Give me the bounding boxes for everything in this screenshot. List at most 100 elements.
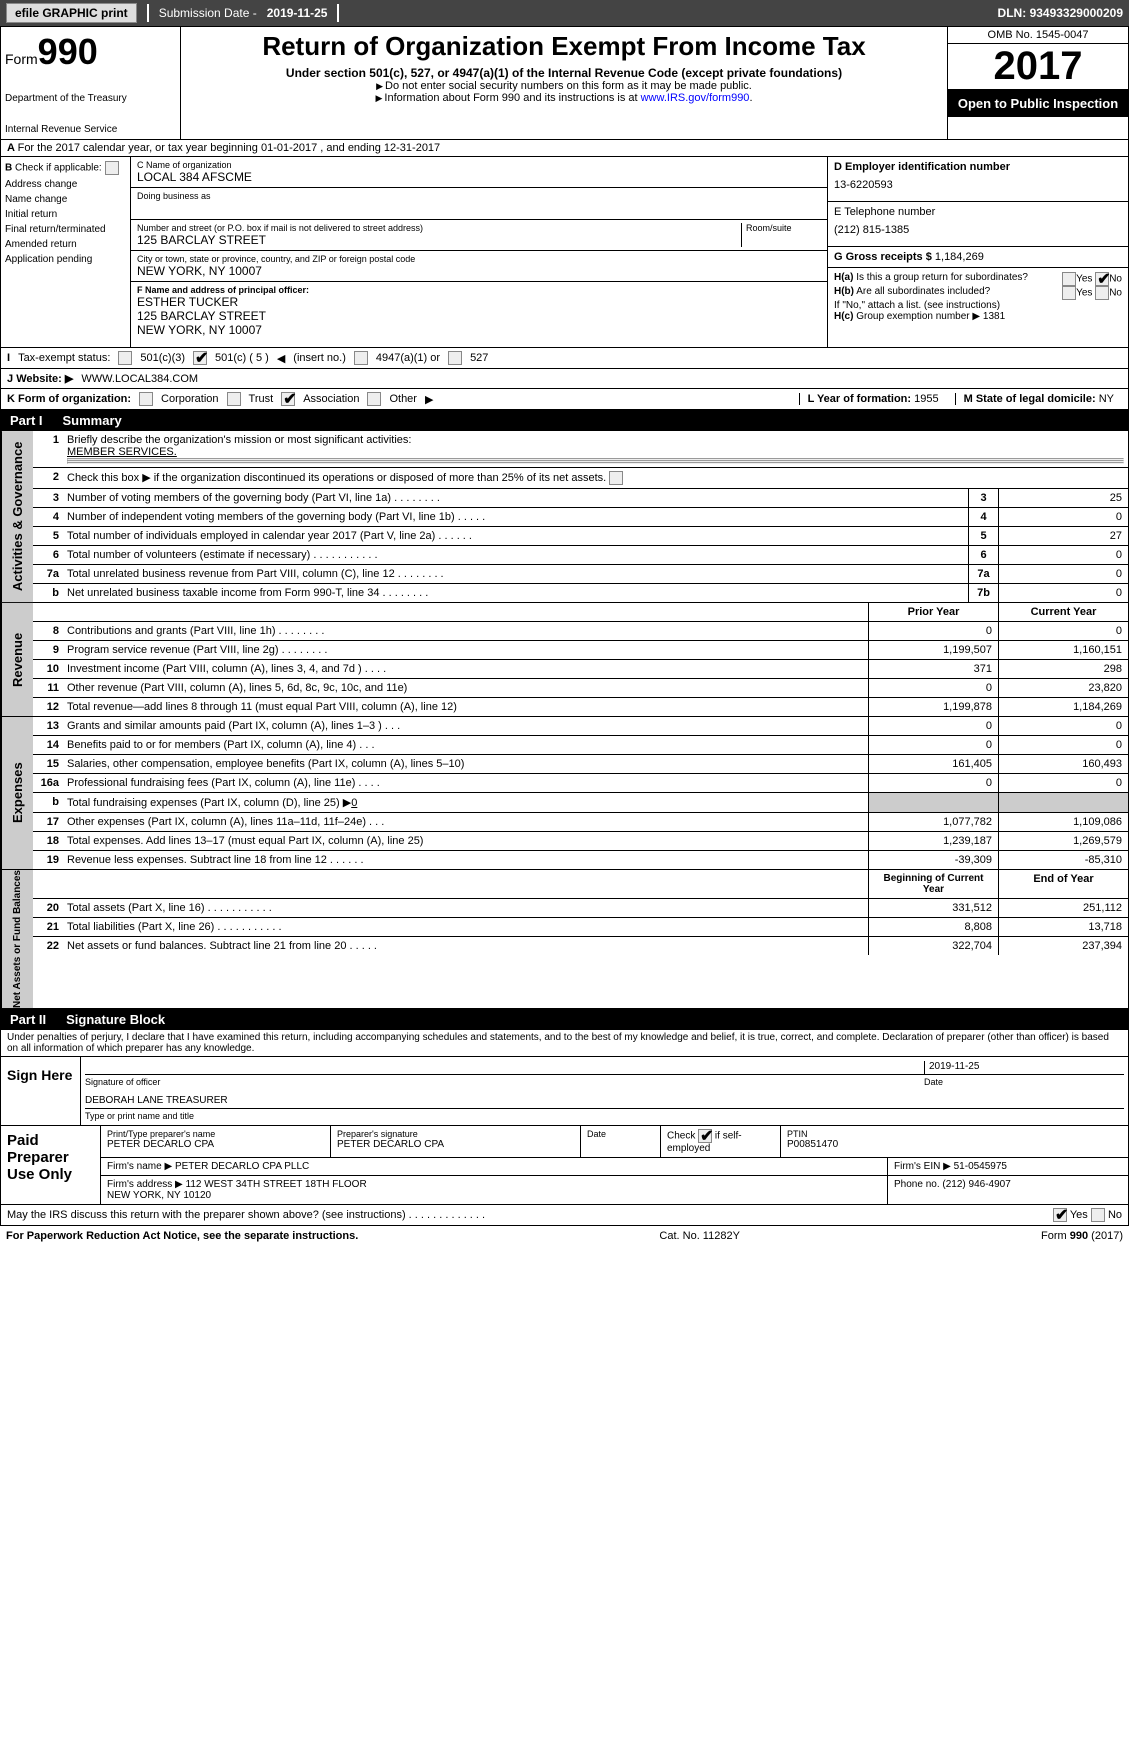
paid-lbl: Paid Preparer Use Only (1, 1126, 101, 1204)
colb-hdr: Check if applicable: (15, 163, 102, 174)
rev-section: Revenue Prior YearCurrent Year 8Contribu… (0, 603, 1129, 717)
l13p: 0 (868, 717, 998, 735)
tel-lbl: E Telephone number (834, 206, 935, 218)
l20c: 251,112 (998, 899, 1128, 917)
room-lbl: Room/suite (746, 223, 821, 233)
l22c: 237,394 (998, 937, 1128, 955)
l16ap: 0 (868, 774, 998, 792)
dba-lbl: Doing business as (137, 191, 821, 201)
i-lbl: Tax-exempt status: (18, 352, 110, 364)
l10c: 298 (998, 660, 1128, 678)
sign-here: Sign Here (1, 1057, 81, 1125)
org-name: LOCAL 384 AFSCME (137, 170, 821, 184)
title: Return of Organization Exempt From Incom… (191, 31, 937, 62)
city: NEW YORK, NY 10007 (137, 264, 821, 278)
firm-phone: (212) 946-4907 (942, 1179, 1010, 1190)
row-j: J Website: ▶ WWW.LOCAL384.COM (0, 369, 1129, 389)
irs-link[interactable]: www.IRS.gov/form990 (641, 92, 750, 104)
hc-val: 1381 (983, 311, 1005, 322)
l19c: -85,310 (998, 851, 1128, 869)
gov-section: Activities & Governance 1Briefly describ… (0, 431, 1129, 603)
prep-name: PETER DECARLO CPA (107, 1139, 324, 1150)
l15p: 161,405 (868, 755, 998, 773)
l13c: 0 (998, 717, 1128, 735)
row-a: A For the 2017 calendar year, or tax yea… (0, 140, 1129, 157)
ein: 13-6220593 (834, 173, 1122, 197)
l15c: 160,493 (998, 755, 1128, 773)
l7a-val: 0 (998, 565, 1128, 583)
l17c: 1,109,086 (998, 813, 1128, 831)
gov-tab: Activities & Governance (1, 431, 33, 602)
net-tab: Net Assets or Fund Balances (1, 870, 33, 1008)
l4-val: 0 (998, 508, 1128, 526)
l21p: 8,808 (868, 918, 998, 936)
paid-preparer: Paid Preparer Use Only Print/Type prepar… (0, 1126, 1129, 1205)
l22p: 322,704 (868, 937, 998, 955)
l10p: 371 (868, 660, 998, 678)
l8c: 0 (998, 622, 1128, 640)
ein-lbl: D Employer identification number (834, 161, 1010, 173)
addr-lbl: Number and street (or P.O. box if mail i… (137, 223, 741, 233)
l3-val: 25 (998, 489, 1128, 507)
main-block: B Check if applicable: Address change Na… (0, 157, 1129, 348)
subdate: 2019-11-25 (267, 6, 328, 20)
cb-addr: Address change (5, 179, 77, 190)
year-form: 1955 (914, 393, 938, 405)
cb-name: Name change (5, 194, 67, 205)
firm-ein: 51-0545975 (954, 1161, 1007, 1172)
officer-name: ESTHER TUCKER (137, 295, 821, 309)
l18p: 1,239,187 (868, 832, 998, 850)
col-c: C Name of organizationLOCAL 384 AFSCME D… (131, 157, 828, 347)
exp-tab: Expenses (1, 717, 33, 869)
sep (337, 4, 339, 22)
l14p: 0 (868, 736, 998, 754)
note1: Do not enter social security numbers on … (191, 80, 937, 92)
sig-date: 2019-11-25 (924, 1061, 1124, 1075)
l11c: 23,820 (998, 679, 1128, 697)
firm-name: PETER DECARLO CPA PLLC (175, 1161, 309, 1172)
efile-btn[interactable]: efile GRAPHIC print (6, 3, 137, 23)
decl: Under penalties of perjury, I declare th… (1, 1030, 1128, 1056)
tax-year: 2017 (948, 44, 1128, 90)
pra: For Paperwork Reduction Act Notice, see … (6, 1230, 358, 1242)
officer-lbl: F Name and address of principal officer: (137, 285, 309, 295)
exp-section: Expenses 13Grants and similar amounts pa… (0, 717, 1129, 870)
dln-lbl: DLN: (998, 6, 1027, 20)
mission: MEMBER SERVICES. (67, 446, 177, 458)
l12c: 1,184,269 (998, 698, 1128, 716)
omb: OMB No. 1545-0047 (948, 27, 1128, 44)
note2: Information about Form 990 and its instr… (376, 92, 641, 104)
l16ac: 0 (998, 774, 1128, 792)
row-k: K Form of organization: Corporation Trus… (0, 389, 1129, 410)
form-lbl: Form (5, 51, 38, 67)
sep (147, 4, 149, 22)
gross-lbl: G Gross receipts $ (834, 251, 932, 263)
hc: Group exemption number (856, 311, 969, 322)
l9p: 1,199,507 (868, 641, 998, 659)
addr: 125 BARCLAY STREET (137, 233, 741, 247)
col-d: D Employer identification number13-62205… (828, 157, 1128, 347)
l20p: 331,512 (868, 899, 998, 917)
discuss-row: May the IRS discuss this return with the… (0, 1205, 1129, 1226)
state: NY (1099, 393, 1114, 405)
hb: Are all subordinates included? (856, 286, 990, 297)
dln: 93493329000209 (1030, 6, 1123, 20)
net-section: Net Assets or Fund Balances Beginning of… (0, 870, 1129, 1009)
cb-app: Application pending (5, 254, 92, 265)
l7b-val: 0 (998, 584, 1128, 602)
topbar: efile GRAPHIC print Submission Date - 20… (0, 0, 1129, 26)
cb-final: Final return/terminated (5, 224, 106, 235)
part2-hdr: Part IISignature Block (0, 1009, 1129, 1030)
open-public: Open to Public Inspection (948, 90, 1128, 117)
rev-tab: Revenue (1, 603, 33, 716)
name-lbl: C Name of organization (137, 160, 821, 170)
col-b: B Check if applicable: Address change Na… (1, 157, 131, 347)
website: WWW.LOCAL384.COM (81, 373, 198, 385)
form-num: 990 (38, 31, 98, 72)
subdate-lbl: Submission Date - (159, 6, 257, 20)
subtitle: Under section 501(c), 527, or 4947(a)(1)… (191, 66, 937, 80)
officer-city: NEW YORK, NY 10007 (137, 323, 821, 337)
city-lbl: City or town, state or province, country… (137, 254, 821, 264)
form-header: Form990 Department of the Treasury Inter… (0, 26, 1129, 140)
l8p: 0 (868, 622, 998, 640)
